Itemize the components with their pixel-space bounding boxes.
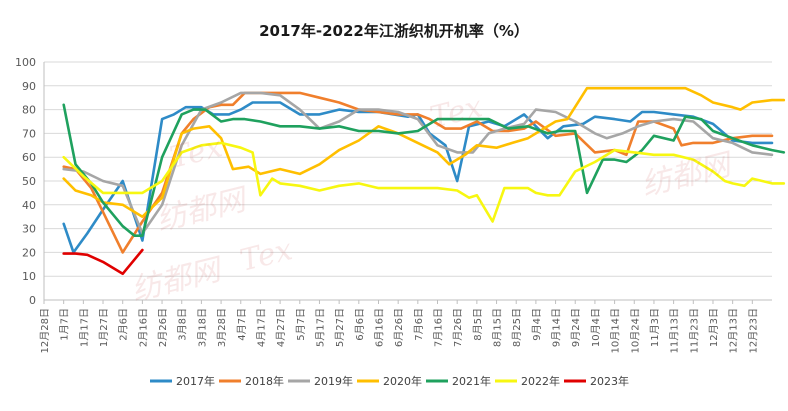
x-tick-label: 9月24日 xyxy=(570,308,582,347)
x-tick-label: 7月6日 xyxy=(413,308,425,341)
y-tick-label: 30 xyxy=(22,223,36,236)
series-line xyxy=(62,91,774,235)
x-tick-label: 3月18日 xyxy=(196,308,208,347)
y-tick-label: 60 xyxy=(22,151,36,164)
x-tick-label: 8月25日 xyxy=(511,308,523,347)
x-tick-label: 12月3日 xyxy=(708,308,720,347)
x-tick-label: 11月3日 xyxy=(649,308,661,347)
series-line xyxy=(62,86,786,218)
x-tick-label: 6月6日 xyxy=(354,308,366,341)
x-tick-label: 5月27日 xyxy=(334,308,346,347)
legend-label: 2019年 xyxy=(314,374,353,388)
legend-label: 2017年 xyxy=(176,374,215,388)
x-tick-label: 2月16日 xyxy=(137,308,149,347)
legend-label: 2020年 xyxy=(383,374,422,388)
legend-label: 2023年 xyxy=(590,374,629,388)
x-tick-label: 2月26日 xyxy=(157,308,169,347)
legend-label: 2021年 xyxy=(452,374,491,388)
legend-label: 2018年 xyxy=(245,374,284,388)
y-tick-label: 50 xyxy=(22,175,36,188)
x-axis: 12月28日 1月7日 1月17日 1月27日 2月6日 2月16日 2月26日 3月8日 3月… xyxy=(39,62,759,353)
x-tick-label: 6月26日 xyxy=(393,308,405,347)
x-tick-label: 4月27日 xyxy=(275,308,287,347)
x-tick-label: 11月13日 xyxy=(669,308,681,353)
y-tick-label: 70 xyxy=(22,127,36,140)
x-tick-label: 8月15日 xyxy=(492,308,504,347)
x-tick-label: 1月7日 xyxy=(59,308,71,341)
x-tick-label: 12月28日 xyxy=(39,308,51,353)
x-tick-label: 12月23日 xyxy=(747,308,759,353)
y-tick-label: 10 xyxy=(22,270,36,283)
x-tick-label: 4月7日 xyxy=(236,308,248,341)
x-tick-label: 9月14日 xyxy=(551,308,563,347)
x-tick-label: 12月13日 xyxy=(728,308,740,353)
y-tick-label: 20 xyxy=(22,246,36,259)
x-tick-label: 9月4日 xyxy=(531,308,543,341)
x-tick-label: 5月7日 xyxy=(295,308,307,341)
x-tick-label: 4月17日 xyxy=(255,308,267,347)
x-tick-label: 8月5日 xyxy=(472,308,484,341)
x-tick-label: 1月27日 xyxy=(98,308,110,347)
y-tick-label: 90 xyxy=(22,80,36,93)
y-axis: 0 10 20 30 40 50 60 70 80 90 100 xyxy=(15,56,36,307)
legend-label: 2022年 xyxy=(521,374,560,388)
x-tick-label: 3月28日 xyxy=(216,308,228,347)
x-tick-label: 1月17日 xyxy=(78,308,90,347)
chart-title: 2017年-2022年江浙织机开机率（%） xyxy=(259,22,529,40)
series-line xyxy=(62,103,786,237)
x-tick-label: 5月17日 xyxy=(314,308,326,347)
y-tick-label: 0 xyxy=(29,294,36,307)
x-tick-label: 2月6日 xyxy=(118,308,130,341)
legend: 2017年 2018年 2019年 2020年 2021年 2022年 2023年 xyxy=(150,374,629,388)
series-lines xyxy=(62,86,786,276)
series-line xyxy=(62,141,786,223)
x-tick-label: 11月23日 xyxy=(688,308,700,353)
y-tick-label: 80 xyxy=(22,104,36,117)
series-line xyxy=(62,248,144,276)
y-tick-label: 40 xyxy=(22,199,36,212)
x-tick-label: 10月4日 xyxy=(590,308,602,347)
x-tick-label: 3月8日 xyxy=(177,308,189,341)
x-tick-label: 10月24日 xyxy=(629,308,641,353)
x-tick-label: 7月26日 xyxy=(452,308,464,347)
y-tick-label: 100 xyxy=(15,56,36,69)
x-tick-label: 10月14日 xyxy=(610,308,622,353)
x-tick-label: 6月16日 xyxy=(373,308,385,347)
x-tick-label: 7月16日 xyxy=(433,308,445,347)
